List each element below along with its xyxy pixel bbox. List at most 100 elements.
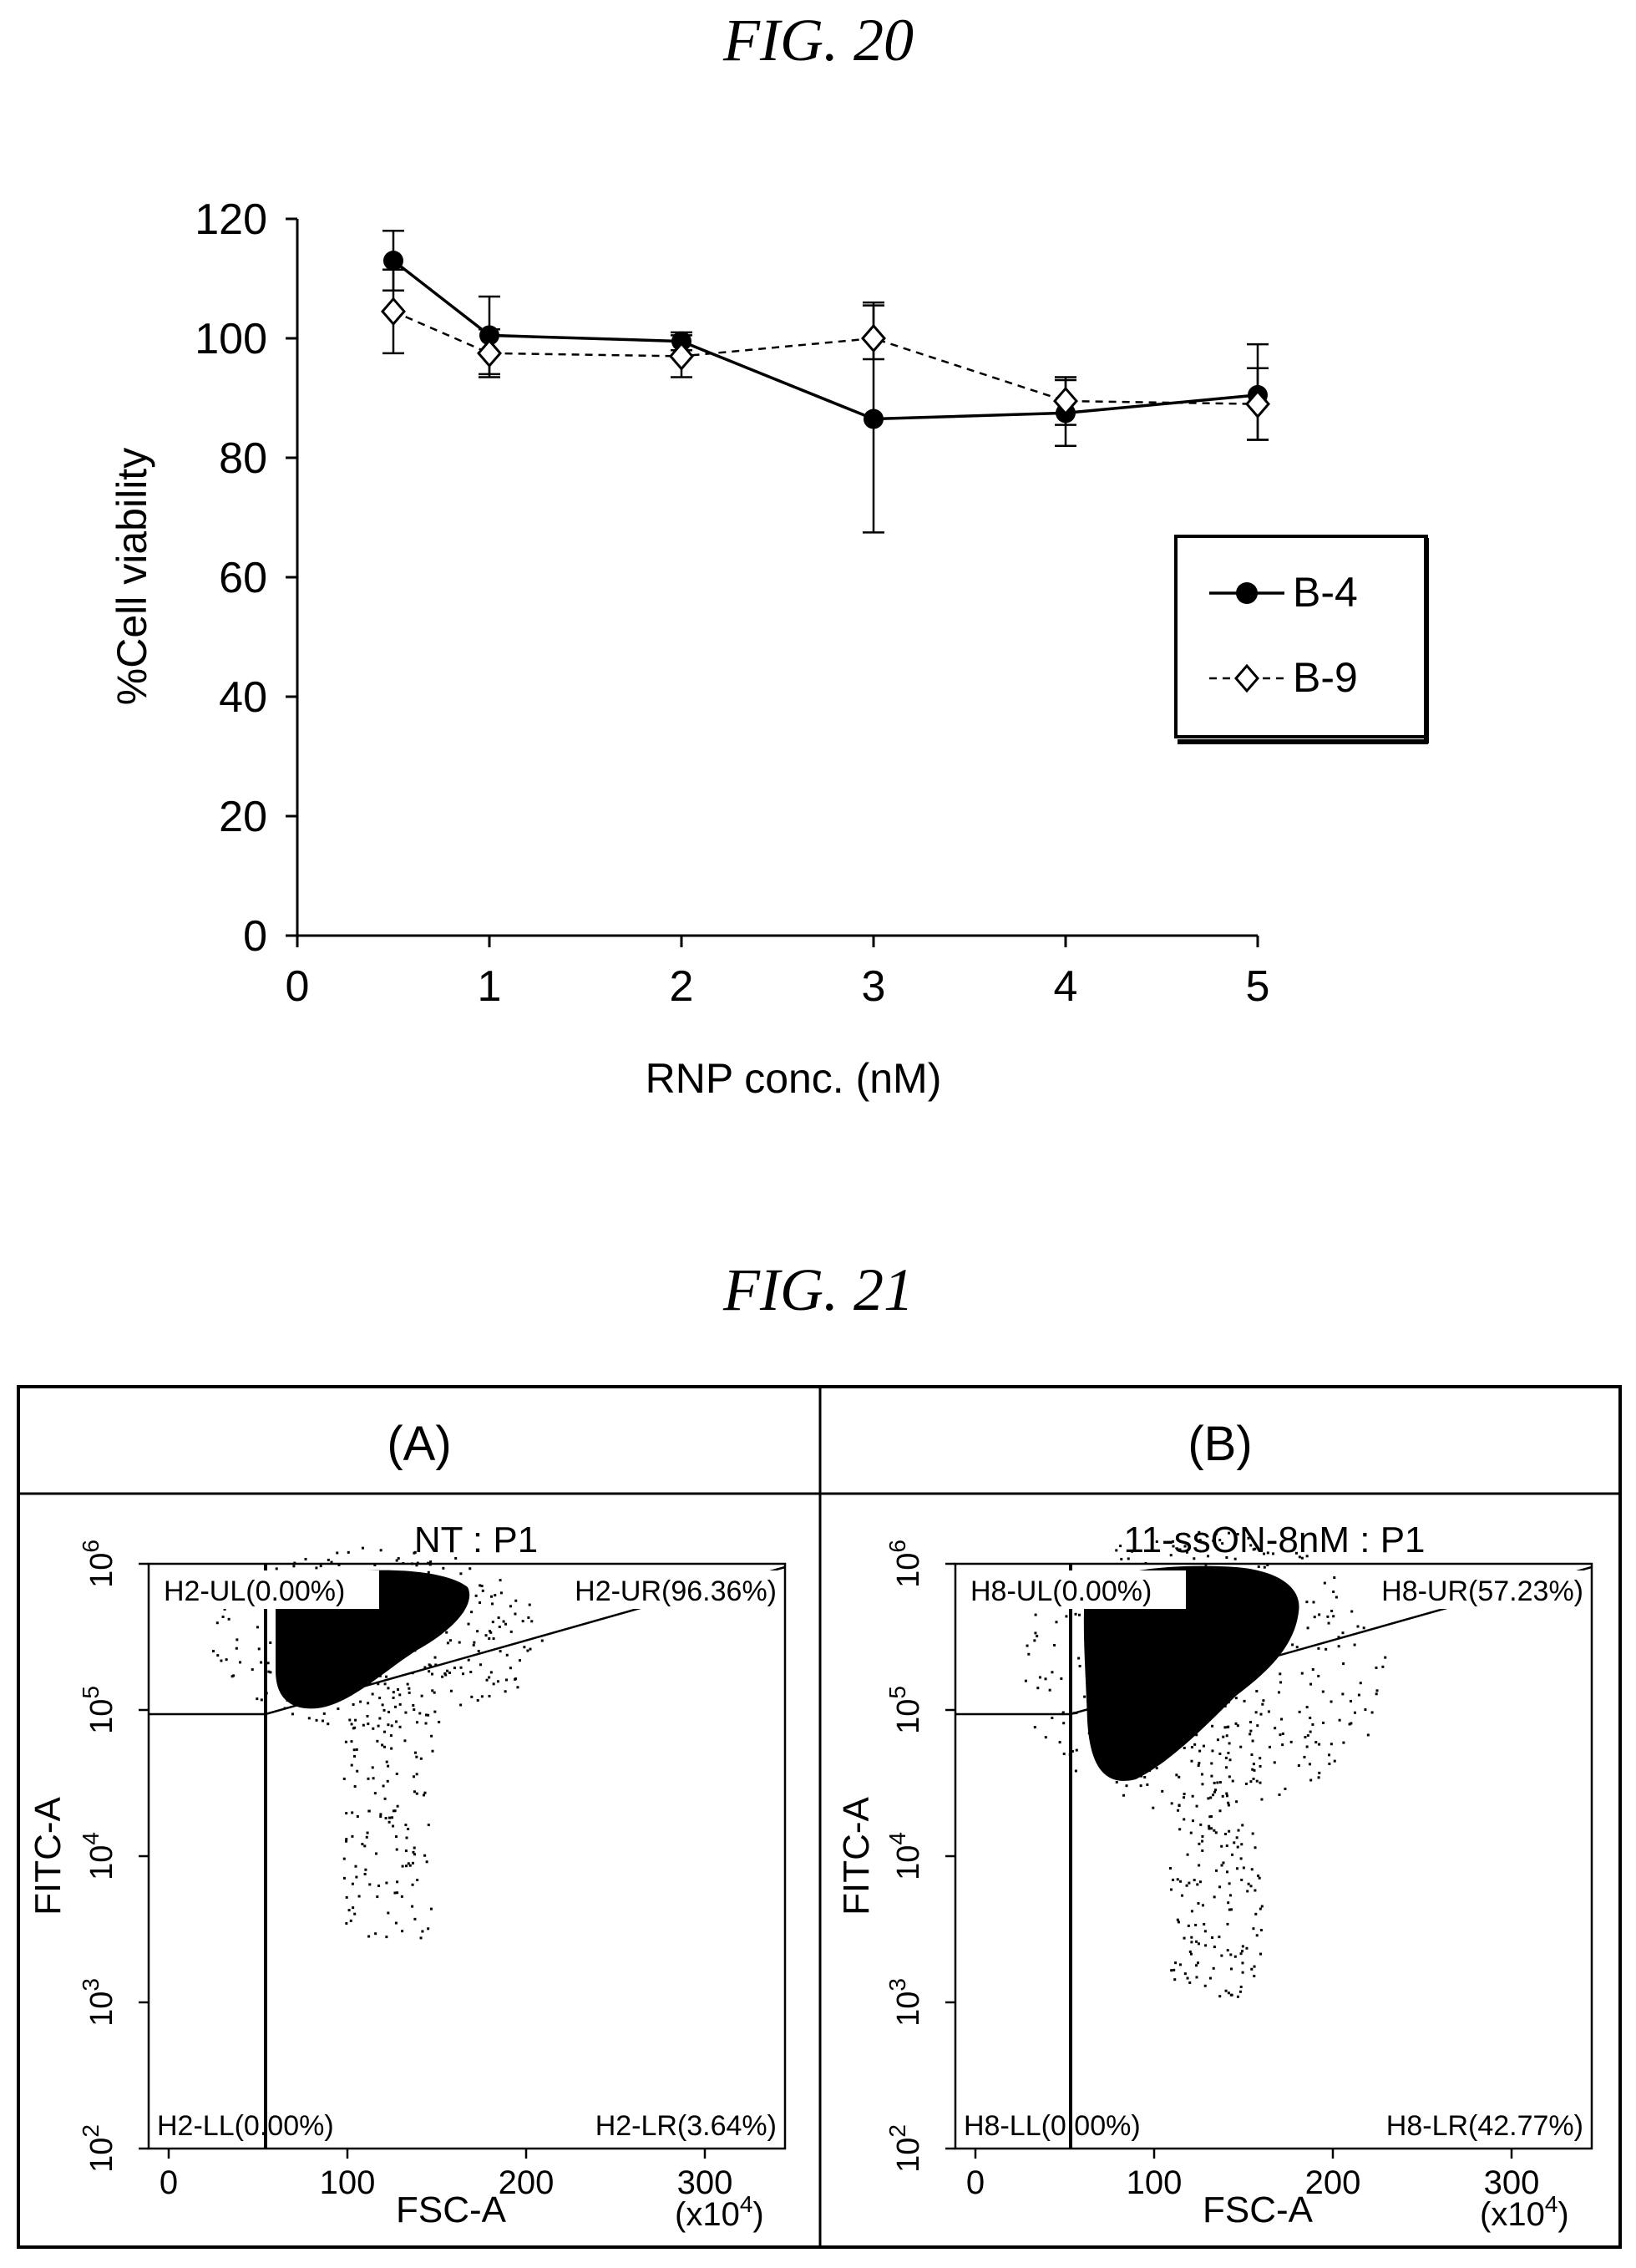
event-dot <box>1077 1657 1081 1660</box>
event-dot <box>1055 1621 1058 1624</box>
panel-b-gate-horizontal <box>955 1565 1593 1716</box>
event-dot <box>459 1703 463 1707</box>
event-dot <box>1216 1781 1219 1784</box>
event-dot <box>530 1620 534 1623</box>
event-dot <box>376 1895 379 1899</box>
event-dot <box>397 1557 400 1560</box>
event-dot <box>1228 1775 1231 1778</box>
event-dot <box>499 1650 502 1653</box>
event-dot <box>225 1658 228 1662</box>
event-dot <box>1279 1681 1282 1684</box>
event-dot <box>1249 1733 1252 1736</box>
event-dot <box>1155 1540 1158 1544</box>
event-dot <box>1254 1846 1257 1849</box>
event-dot <box>1221 1794 1224 1798</box>
event-dot <box>350 1723 353 1726</box>
event-dot <box>1227 1991 1230 1995</box>
event-dot <box>1242 1866 1245 1870</box>
event-dot <box>509 1605 512 1608</box>
event-dot <box>411 1905 414 1908</box>
y-tick-label: 103 <box>78 1978 119 2027</box>
event-dot <box>1249 1780 1253 1783</box>
event-dot <box>1235 1836 1238 1839</box>
event-dot <box>470 1611 474 1614</box>
event-dot <box>1186 1976 1189 1980</box>
event-dot <box>416 1879 419 1882</box>
event-dot <box>1027 1652 1031 1656</box>
event-dot <box>1115 1780 1118 1783</box>
event-dot <box>1218 1936 1221 1939</box>
event-dot <box>1060 1677 1063 1681</box>
y-tick-label: 80 <box>219 434 267 483</box>
event-dot <box>427 1713 430 1717</box>
quadrant-lr-label: H8-LR(42.77%) <box>1386 2110 1583 2142</box>
event-dot <box>488 1694 491 1697</box>
event-dot <box>1218 1809 1222 1813</box>
panel-b-y-label: FITC-A <box>836 1796 877 1915</box>
event-dot <box>1213 1895 1216 1899</box>
event-dot <box>1196 1883 1199 1886</box>
event-dot <box>1278 1793 1281 1796</box>
event-dot <box>1259 1929 1263 1932</box>
event-dot <box>396 1891 399 1895</box>
event-dot <box>427 1570 430 1574</box>
event-dot <box>1178 1828 1182 1831</box>
event-dot <box>336 1551 339 1555</box>
event-dot <box>1198 1762 1201 1765</box>
event-dot <box>1335 1596 1338 1599</box>
event-dot <box>1225 1555 1228 1559</box>
event-dot <box>412 1850 415 1854</box>
event-dot <box>395 1773 398 1776</box>
event-dot <box>415 1755 418 1758</box>
event-dot <box>1266 1551 1269 1555</box>
event-dot <box>1294 1551 1298 1555</box>
event-dot <box>385 1760 388 1763</box>
event-dot <box>1172 1545 1175 1548</box>
event-dot <box>1241 1824 1244 1827</box>
event-dot <box>1227 1531 1230 1535</box>
event-dot <box>1170 1969 1173 1972</box>
event-dot <box>381 1703 384 1707</box>
event-dot <box>1259 1907 1262 1910</box>
event-dot <box>1364 1708 1367 1712</box>
event-dot <box>1327 1621 1330 1625</box>
event-dot <box>1062 1722 1066 1725</box>
event-dot <box>1177 1920 1180 1924</box>
event-dot <box>1197 1942 1200 1946</box>
svg-text:103: 103 <box>78 1978 119 2027</box>
event-dot <box>1191 1794 1194 1798</box>
event-dot <box>390 1747 393 1750</box>
event-dot <box>429 1664 433 1667</box>
event-dot <box>411 1562 414 1565</box>
event-dot <box>514 1677 518 1681</box>
event-dot <box>1252 1777 1255 1780</box>
event-dot <box>488 1630 491 1633</box>
event-dot <box>352 1727 355 1730</box>
event-dot <box>1228 1829 1231 1833</box>
panel-b-scatter: 11-ssON-8nM : P1 H8-UL(0.00%) H8-UR(57.2… <box>836 1520 1593 2233</box>
event-dot <box>352 1702 355 1706</box>
event-dot <box>1195 1976 1198 1979</box>
event-dot <box>1185 1550 1188 1554</box>
event-dot <box>480 1695 484 1698</box>
event-dot <box>404 1865 408 1868</box>
event-dot <box>1257 1875 1260 1878</box>
event-dot <box>431 1689 434 1692</box>
event-dot <box>1330 1700 1333 1703</box>
event-dot <box>1203 1984 1207 1987</box>
event-dot <box>1187 1924 1190 1927</box>
event-dot <box>1213 1781 1216 1784</box>
event-dot <box>1075 1748 1078 1752</box>
event-dot <box>379 1549 382 1552</box>
event-dot <box>1255 1779 1259 1783</box>
event-dot <box>1311 1668 1314 1672</box>
event-dot <box>356 1769 359 1773</box>
event-dot <box>1252 1763 1255 1766</box>
data-point-b-9 <box>1245 389 1270 419</box>
event-dot <box>1208 1815 1212 1819</box>
data-point-b-4 <box>671 331 691 352</box>
event-dot <box>389 1734 393 1738</box>
panel-b-cluster <box>1083 1565 1299 1781</box>
event-dot <box>1251 1739 1254 1743</box>
event-dot <box>385 1675 388 1678</box>
